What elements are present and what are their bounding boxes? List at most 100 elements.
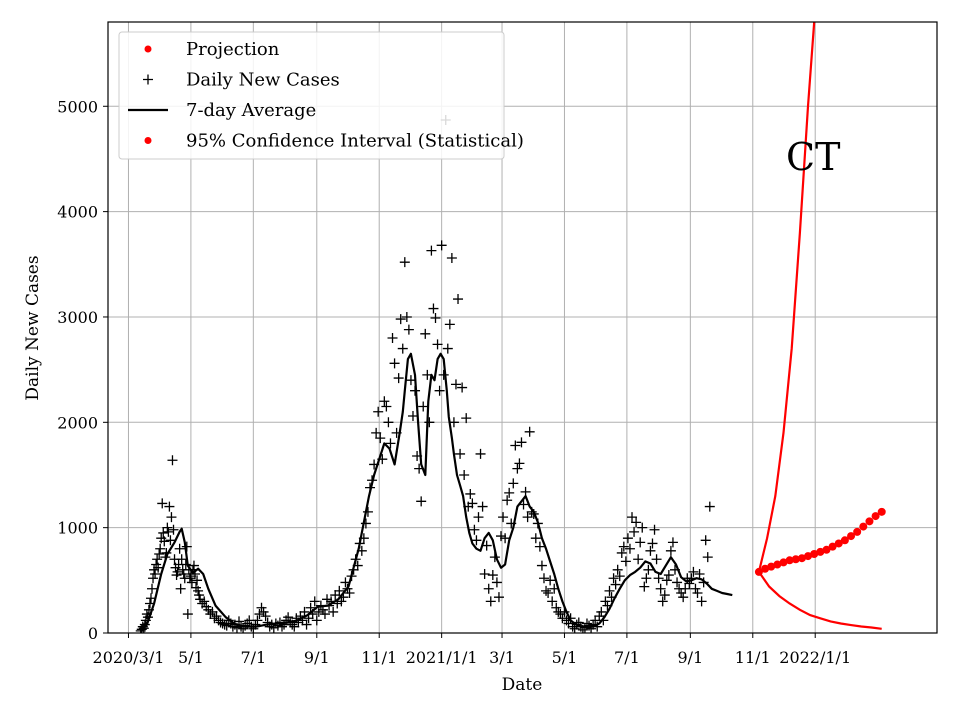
x-tick-label: 9/1	[304, 648, 330, 667]
y-tick-label: 0	[88, 624, 98, 643]
daily-cases-marker	[397, 343, 408, 354]
daily-cases-marker	[522, 512, 533, 523]
state-annotation: CT	[786, 135, 840, 179]
daily-cases-marker	[604, 585, 615, 596]
daily-cases-marker	[631, 517, 642, 528]
daily-cases-marker	[172, 566, 183, 577]
daily-cases-marker	[148, 573, 159, 584]
projection-point	[754, 567, 763, 576]
daily-cases-marker	[530, 533, 541, 544]
daily-cases-marker	[193, 585, 204, 596]
projection-point	[773, 560, 782, 569]
legend-plus-marker	[143, 74, 153, 85]
daily-cases-marker	[209, 613, 220, 624]
daily-cases-marker	[309, 596, 320, 607]
y-tick-label: 5000	[57, 97, 98, 116]
projection-point	[797, 554, 806, 563]
daily-cases-marker	[690, 583, 701, 594]
daily-cases-marker	[694, 569, 705, 580]
daily-cases-marker	[203, 604, 214, 615]
daily-cases-marker	[457, 382, 468, 393]
x-tick-label: 2021/1/1	[406, 648, 478, 667]
projection-point	[847, 532, 856, 541]
daily-cases-marker	[311, 615, 322, 626]
daily-cases-marker	[375, 433, 386, 444]
daily-cases-marker	[616, 547, 627, 558]
daily-cases-marker	[450, 379, 461, 390]
daily-cases-marker	[442, 343, 453, 354]
y-tick-label: 1000	[57, 519, 98, 538]
daily-cases-marker	[205, 609, 216, 620]
daily-cases-marker	[336, 596, 347, 607]
daily-cases-marker	[299, 606, 310, 617]
daily-cases-marker	[155, 543, 166, 554]
daily-cases-marker	[475, 448, 486, 459]
confidence-interval-upper-line	[757, 22, 816, 573]
daily-cases-marker	[487, 570, 498, 581]
projection-point	[871, 512, 880, 521]
y-tick-label: 4000	[57, 203, 98, 222]
daily-cases-marker	[221, 620, 232, 631]
daily-cases-marker	[496, 531, 507, 542]
y-tick-label: 3000	[57, 308, 98, 327]
daily-cases-marker	[150, 569, 161, 580]
daily-cases-marker	[283, 612, 294, 623]
legend-dot-marker	[144, 137, 152, 144]
daily-cases-marker	[162, 522, 173, 533]
daily-cases-marker	[424, 417, 435, 428]
daily-cases-marker	[543, 587, 554, 598]
daily-cases-marker	[446, 252, 457, 263]
daily-cases-marker	[647, 538, 658, 549]
daily-cases-marker	[672, 577, 683, 588]
daily-cases-marker	[538, 573, 549, 584]
projection-point	[877, 507, 886, 516]
daily-cases-marker	[362, 506, 373, 517]
plot-content	[135, 22, 886, 633]
daily-cases-marker	[174, 543, 185, 554]
daily-cases-marker	[629, 526, 640, 537]
daily-cases-marker	[639, 581, 650, 592]
daily-cases-marker	[152, 554, 163, 565]
daily-cases-marker	[168, 524, 179, 535]
projection-point	[853, 527, 862, 536]
x-tick-label: 5/1	[552, 648, 578, 667]
confidence-interval-lower-line	[757, 571, 882, 630]
x-tick-label: 11/1	[361, 648, 397, 667]
y-axis-title: Daily New Cases	[23, 255, 43, 400]
daily-cases-marker	[465, 488, 476, 499]
daily-cases-marker	[319, 609, 330, 620]
daily-cases-marker	[498, 512, 509, 523]
daily-cases-marker	[175, 583, 186, 594]
projection-point	[834, 539, 843, 548]
projection-point	[859, 522, 868, 531]
daily-cases-marker	[344, 587, 355, 598]
legend-label: Projection	[186, 39, 280, 60]
daily-cases-marker	[651, 554, 662, 565]
daily-cases-marker	[379, 396, 390, 407]
daily-cases-marker	[618, 541, 629, 552]
daily-cases-marker	[635, 537, 646, 548]
daily-cases-marker	[165, 535, 176, 546]
x-axis-title: Date	[502, 675, 543, 695]
daily-cases-marker	[610, 579, 621, 590]
daily-cases-marker	[614, 571, 625, 582]
y-tick-label: 2000	[57, 413, 98, 432]
daily-cases-marker	[373, 406, 384, 417]
daily-cases-marker	[322, 594, 333, 605]
daily-cases-marker	[418, 401, 429, 412]
projection-point	[804, 552, 813, 561]
projection-point	[761, 564, 770, 573]
daily-cases-marker	[167, 455, 178, 466]
daily-cases-marker	[596, 606, 607, 617]
daily-cases-marker	[163, 526, 174, 537]
projection-point	[816, 547, 825, 556]
daily-cases-marker	[653, 573, 664, 584]
daily-cases-marker	[612, 564, 623, 575]
daily-cases-marker	[696, 596, 707, 607]
daily-cases-marker	[385, 438, 396, 449]
daily-cases-marker	[393, 373, 404, 384]
daily-cases-marker	[444, 319, 455, 330]
daily-cases-marker	[260, 611, 271, 622]
daily-cases-marker	[436, 240, 447, 251]
daily-cases-marker	[371, 427, 382, 438]
